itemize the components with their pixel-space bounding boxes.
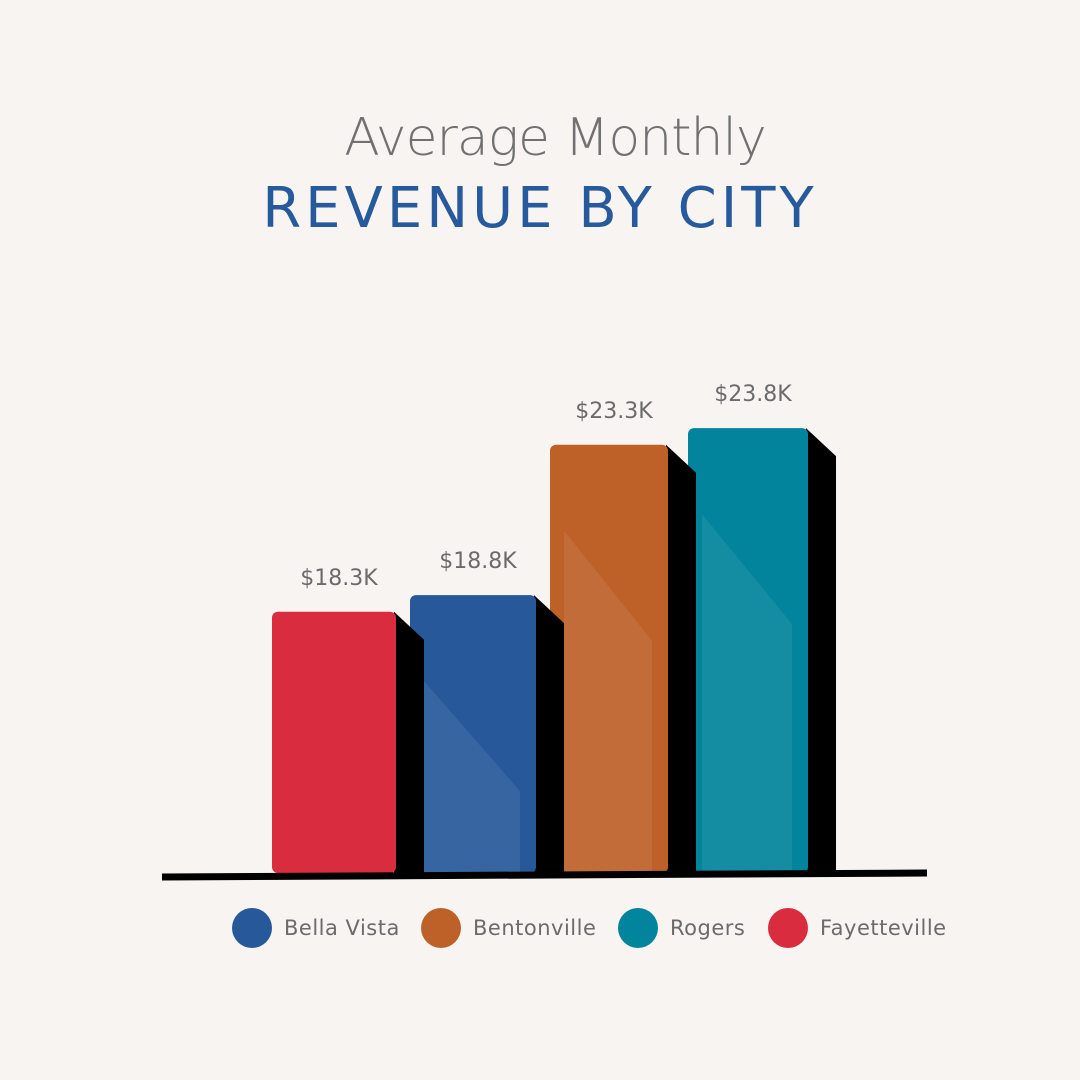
bar-rogers [688, 428, 836, 873]
legend-label: Bentonville [473, 916, 597, 940]
bar-value-label: $23.8K [714, 382, 792, 407]
bar-face [272, 611, 396, 873]
bar-value-label: $18.8K [439, 549, 517, 574]
legend-item-fayetteville: Fayetteville [768, 906, 947, 950]
bar-fayetteville [272, 611, 424, 873]
bar-side-shadow [806, 428, 836, 873]
legend-swatch [232, 908, 272, 948]
legend-swatch [768, 908, 808, 948]
bar-face [550, 444, 668, 873]
legend-item-bentonville: Bentonville [421, 906, 596, 950]
bar-side-shadow [666, 444, 696, 873]
legend-swatch [421, 908, 461, 948]
legend-swatch [618, 908, 658, 948]
bar-value-label: $18.3K [300, 566, 378, 591]
legend-label: Bella Vista [284, 916, 400, 940]
legend-item-bella-vista: Bella Vista [232, 906, 400, 950]
baseline [161, 869, 928, 881]
bar-value-label: $23.3K [575, 399, 653, 424]
bar-bella-vista [410, 595, 564, 873]
bar-highlight [564, 530, 652, 873]
bar-highlight [702, 514, 792, 873]
legend-label: Fayetteville [820, 916, 947, 940]
chart-title: Average Monthly [344, 108, 766, 168]
bar-side-shadow [534, 595, 564, 873]
bar-side-shadow [394, 611, 424, 873]
bar-face [410, 595, 536, 873]
bar-highlight [424, 681, 520, 873]
legend: Bella Vista Bentonville Rogers Fayettevi… [0, 906, 1080, 950]
legend-item-rogers: Rogers [618, 906, 745, 950]
bar-face [688, 428, 808, 873]
bar-bentonville [550, 444, 696, 873]
legend-label: Rogers [670, 916, 746, 940]
chart-subtitle: REVENUE BY CITY [262, 176, 818, 241]
